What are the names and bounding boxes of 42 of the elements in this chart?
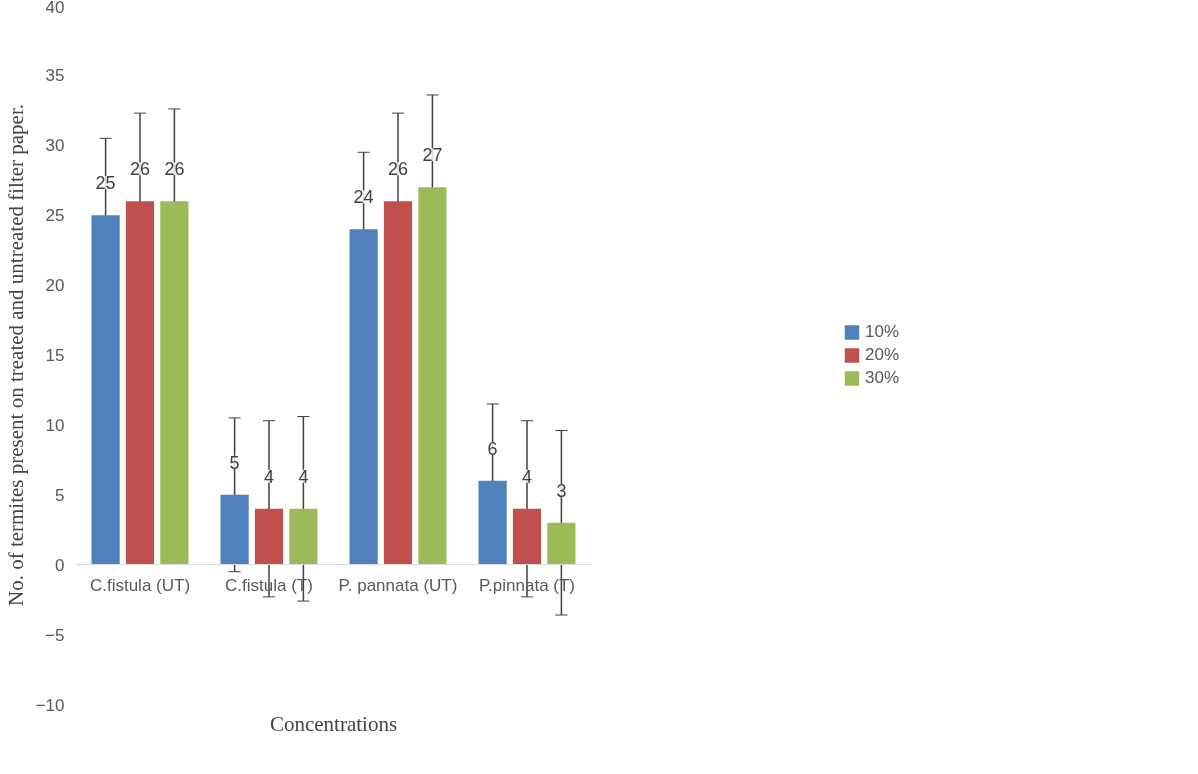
bar: [383, 201, 413, 565]
bar: [220, 494, 249, 565]
bar: [125, 201, 155, 565]
data-label: 26: [387, 159, 409, 180]
data-label: 24: [353, 187, 374, 208]
data-label: 27: [422, 145, 443, 166]
y-axis-title: No. of termites present on treated and untreated filter paper.: [3, 103, 28, 607]
bar: [349, 229, 378, 565]
bar: [547, 522, 576, 565]
data-label: 5: [229, 452, 240, 473]
legend-label: 20%: [864, 344, 900, 365]
legend-label: 10%: [864, 321, 900, 342]
y-tick-label: 35: [45, 66, 65, 86]
data-label: 26: [164, 159, 185, 180]
data-label: 26: [129, 159, 151, 180]
data-label: 6: [487, 438, 498, 459]
y-tick-label: −10: [35, 695, 65, 715]
legend-label: 30%: [864, 367, 900, 388]
data-label: 4: [298, 466, 309, 487]
bar: [512, 508, 542, 565]
bar: [289, 508, 318, 565]
y-tick-label: 20: [45, 276, 65, 296]
bar: [478, 480, 507, 565]
bar: [160, 201, 189, 565]
y-tick-label: −5: [45, 625, 65, 645]
y-tick-label: 5: [55, 485, 65, 505]
y-tick-label: 30: [45, 136, 65, 156]
x-axis-title: Concentrations: [269, 711, 398, 736]
y-tick-label: 40: [45, 0, 65, 17]
bar: [418, 187, 447, 565]
x-tick-label: P. pannata (UT): [338, 575, 458, 595]
data-label: 3: [556, 480, 567, 501]
y-tick-label: 10: [45, 415, 65, 435]
y-tick-label: 0: [55, 555, 65, 575]
data-label: 4: [521, 466, 533, 487]
x-tick-label: C.fistula (UT): [89, 575, 191, 595]
data-label: 25: [95, 173, 116, 194]
y-tick-label: 15: [45, 346, 65, 365]
y-tick-label: 25: [45, 206, 65, 226]
bar: [254, 508, 284, 565]
data-label: 4: [263, 466, 275, 487]
bar: [91, 215, 120, 565]
